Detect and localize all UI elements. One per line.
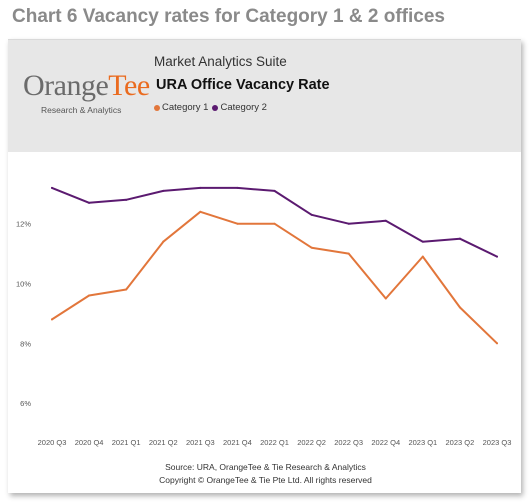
data-point-category-1 [88, 294, 91, 297]
x-tick-label: 2021 Q4 [223, 438, 252, 447]
legend-item-category-2: Category 2 [212, 102, 267, 113]
y-tick-label: 12% [16, 220, 31, 229]
x-tick-label: 2020 Q4 [75, 438, 104, 447]
legend-item-category-1: Category 1 [154, 102, 208, 113]
x-tick-label: 2022 Q4 [371, 438, 400, 447]
x-tick-label: 2023 Q2 [446, 438, 475, 447]
chart-title: URA Office Vacancy Rate [156, 77, 330, 93]
data-point-category-2 [125, 198, 128, 201]
logo-orange-text: Orange [23, 69, 109, 102]
logo-subtitle: Research & Analytics [41, 105, 122, 115]
data-point-category-2 [273, 189, 276, 192]
data-point-category-1 [421, 255, 424, 258]
legend-dot-category-2 [212, 104, 219, 111]
data-point-category-1 [236, 222, 239, 225]
data-point-category-1 [125, 288, 128, 291]
x-tick-label: 2023 Q3 [483, 438, 512, 447]
data-point-category-1 [496, 342, 498, 345]
data-point-category-1 [273, 222, 276, 225]
data-point-category-1 [384, 297, 387, 300]
y-tick-label: 8% [20, 339, 31, 348]
legend-label-category-2: Category 2 [220, 102, 267, 113]
x-tick-label: 2022 Q2 [297, 438, 326, 447]
data-point-category-2 [421, 240, 424, 243]
data-point-category-2 [162, 189, 165, 192]
data-point-category-2 [236, 186, 239, 189]
x-tick-label: 2022 Q1 [260, 438, 289, 447]
x-tick-label: 2023 Q1 [408, 438, 437, 447]
data-point-category-2 [51, 186, 53, 189]
chart-card: OrangeTee Research & Analytics Market An… [8, 39, 521, 493]
data-point-category-2 [310, 213, 313, 216]
data-point-category-1 [310, 246, 313, 249]
data-point-category-1 [162, 240, 165, 243]
series-line-category-1 [51, 210, 498, 345]
chart-copyright: Copyright © OrangeTee & Tie Pte Ltd. All… [159, 475, 372, 485]
chart-source: Source: URA, OrangeTee & Tie Research & … [165, 462, 366, 472]
data-point-category-2 [384, 219, 387, 222]
x-tick-label: 2021 Q1 [112, 438, 141, 447]
legend-label-category-1: Category 1 [162, 102, 209, 113]
series-line-category-2 [51, 186, 498, 258]
suite-name: Market Analytics Suite [154, 54, 287, 69]
x-tick-label: 2022 Q3 [334, 438, 363, 447]
data-point-category-2 [88, 201, 91, 204]
y-tick-label: 6% [20, 399, 31, 408]
y-tick-label: 10% [16, 280, 31, 289]
legend-dot-category-1 [154, 104, 160, 111]
x-tick-label: 2021 Q2 [149, 438, 178, 447]
data-point-category-2 [496, 255, 498, 258]
data-point-category-2 [347, 222, 350, 225]
logo-tee-text: Tee [108, 69, 150, 102]
x-tick-label: 2020 Q3 [38, 438, 67, 447]
chart-legend: Category 1 Category 2 [154, 102, 267, 113]
page-title: Chart 6 Vacancy rates for Category 1 & 2… [12, 6, 445, 27]
card-header: OrangeTee Research & Analytics Market An… [8, 40, 521, 152]
data-point-category-1 [347, 252, 350, 255]
data-point-category-1 [199, 210, 202, 213]
data-point-category-1 [458, 306, 461, 309]
data-point-category-2 [458, 237, 461, 240]
orangetee-logo: OrangeTee [23, 69, 150, 103]
data-point-category-2 [199, 186, 202, 189]
x-tick-label: 2021 Q3 [186, 438, 215, 447]
data-point-category-1 [51, 318, 53, 321]
